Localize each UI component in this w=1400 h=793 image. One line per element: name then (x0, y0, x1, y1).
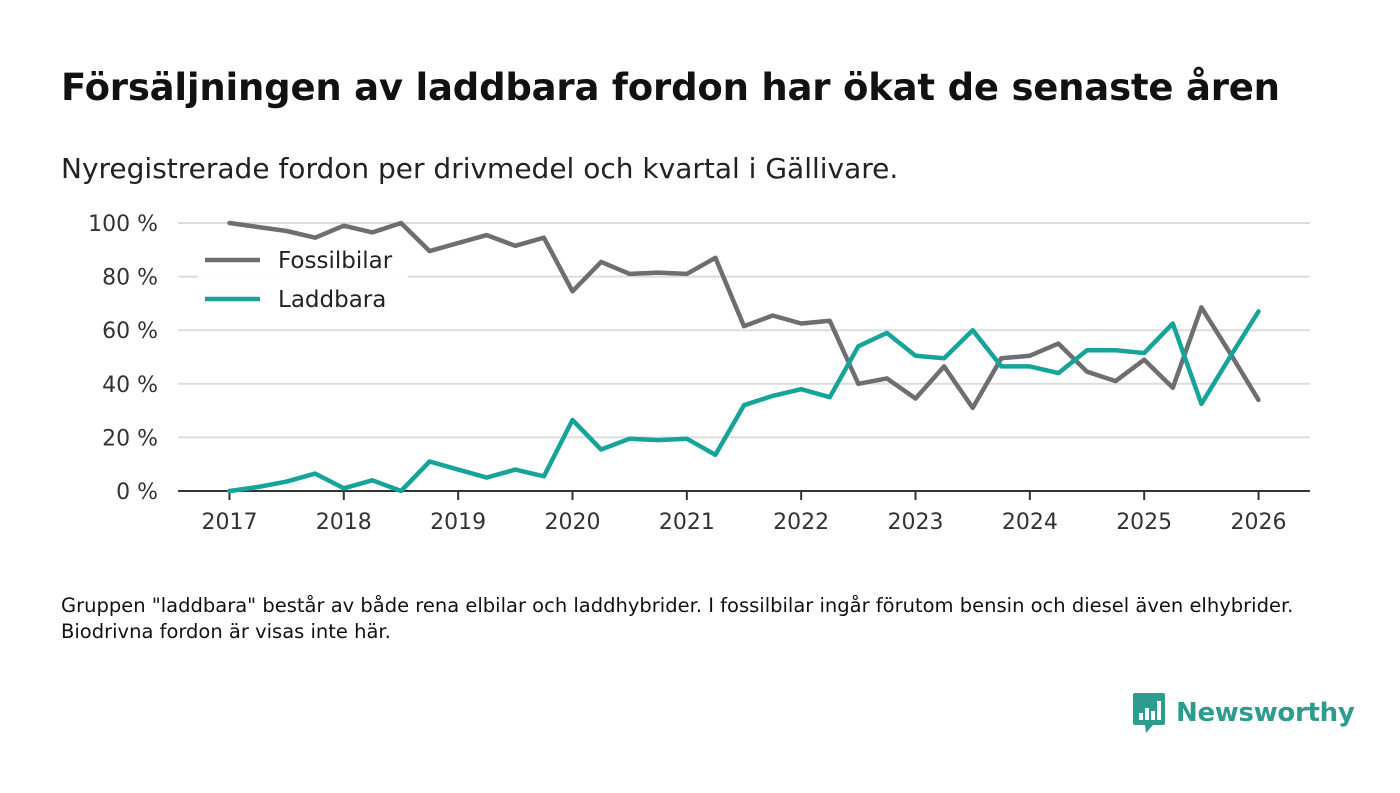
x-tick-label: 2019 (430, 510, 486, 535)
legend-label-fossilbilar: Fossilbilar (278, 248, 393, 274)
x-tick-label: 2020 (544, 510, 600, 535)
newsworthy-logo-icon (1133, 693, 1165, 733)
y-tick-label: 20 % (102, 426, 158, 451)
x-tick-label: 2018 (316, 510, 372, 535)
y-tick-label: 100 % (88, 212, 158, 237)
x-tick-label: 2024 (1002, 510, 1058, 535)
y-tick-label: 40 % (102, 373, 158, 398)
x-tick-label: 2026 (1231, 510, 1287, 535)
x-tick-label: 2017 (201, 510, 257, 535)
legend-label-laddbara: Laddbara (278, 287, 386, 313)
newsworthy-logo-text: Newsworthy (1176, 698, 1355, 728)
x-tick-label: 2023 (888, 510, 944, 535)
y-tick-label: 60 % (102, 319, 158, 344)
series-line-fossilbilar (227, 220, 1261, 411)
chart-title: Försäljningen av laddbara fordon har öka… (61, 66, 1280, 109)
legend: Fossilbilar Laddbara (198, 240, 408, 320)
newsworthy-logo: Newsworthy (1132, 692, 1355, 734)
x-tick-label: 2022 (773, 510, 829, 535)
legend-background (198, 240, 408, 320)
y-tick-label: 0 % (116, 480, 158, 505)
footnote: Gruppen "laddbara" består av både rena e… (61, 594, 1294, 643)
y-tick-label: 80 % (102, 266, 158, 291)
x-tick-label: 2021 (659, 510, 715, 535)
series-line-laddbara (227, 309, 1261, 494)
line-chart: 0 % 20 % 40 % 60 % 80 % 100 % 2017 2018 2019 2020… (88, 212, 1310, 535)
series-lines (227, 220, 1261, 494)
x-tick-label: 2025 (1116, 510, 1172, 535)
chart-subtitle: Nyregistrerade fordon per drivmedel och … (61, 152, 899, 185)
axes: 0 % 20 % 40 % 60 % 80 % 100 % 2017 2018 2019 2020… (88, 212, 1310, 535)
